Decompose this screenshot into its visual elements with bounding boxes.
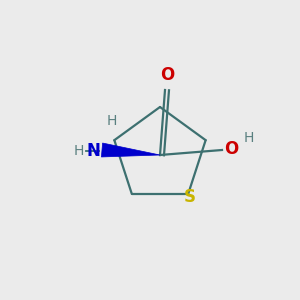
Text: O: O <box>224 140 238 158</box>
Text: H: H <box>244 131 254 145</box>
Polygon shape <box>101 143 160 157</box>
Text: N: N <box>86 142 100 160</box>
Text: H: H <box>74 144 84 158</box>
Text: S: S <box>184 188 196 206</box>
Text: H: H <box>107 114 117 128</box>
Text: O: O <box>160 66 174 84</box>
